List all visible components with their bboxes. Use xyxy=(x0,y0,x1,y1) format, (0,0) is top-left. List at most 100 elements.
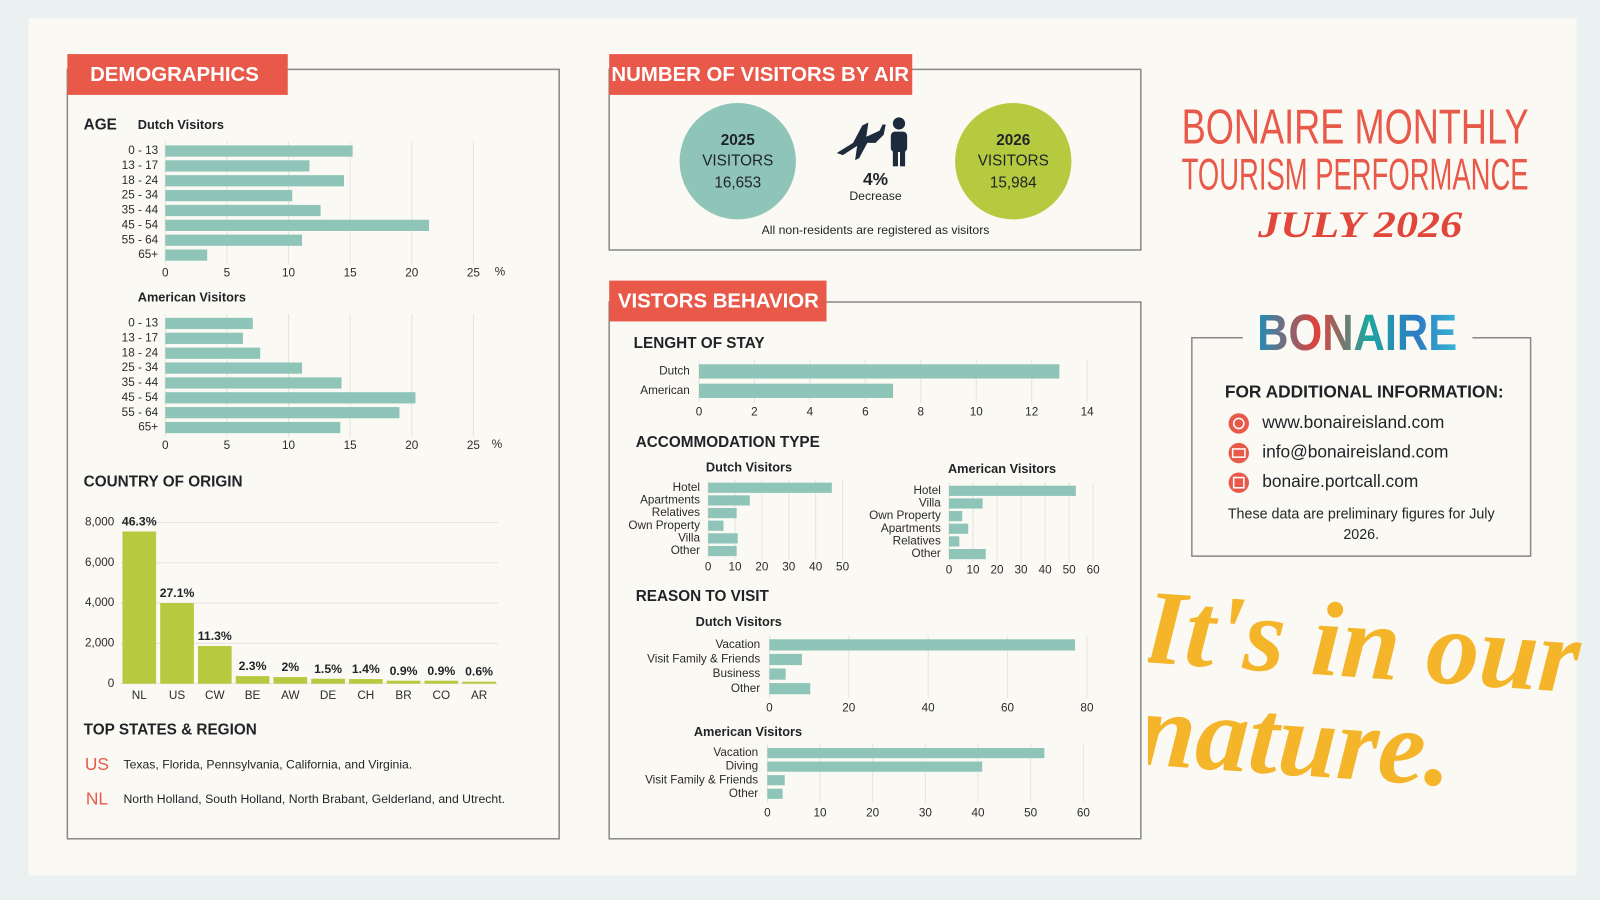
share-label: 2% xyxy=(281,660,299,674)
category-label: Other xyxy=(671,544,700,557)
bar xyxy=(424,680,459,684)
category-label: 0 - 13 xyxy=(128,144,158,157)
port-icon xyxy=(1228,472,1249,493)
slogan: It's in our nature. xyxy=(1147,576,1584,810)
title-line: TOURISM PERFORMANCE xyxy=(1182,148,1529,199)
bar xyxy=(948,536,960,547)
x-tick-label: 80 xyxy=(1080,701,1094,714)
x-tick-label: BR xyxy=(395,689,411,702)
contact-icons xyxy=(1228,413,1249,493)
contact: bonaire.portcall.com xyxy=(1262,471,1418,491)
category-label: 55 - 64 xyxy=(122,233,159,246)
category-label: Vacation xyxy=(713,746,758,759)
y-tick-label: 0 xyxy=(108,677,115,690)
category-label: 13 - 17 xyxy=(122,331,158,344)
bar xyxy=(767,788,783,799)
bar xyxy=(165,407,400,419)
category-label: Other xyxy=(731,682,760,695)
bar xyxy=(311,678,345,684)
x-tick-label: 4 xyxy=(807,405,814,418)
state-code: US xyxy=(85,754,109,774)
category-label: 65+ xyxy=(138,421,158,434)
x-tick-label: 20 xyxy=(755,560,769,573)
bar xyxy=(769,639,1076,651)
category-label: 65+ xyxy=(138,248,158,261)
section-banner xyxy=(609,54,913,95)
x-tick-label: 30 xyxy=(1015,564,1029,577)
x-tick-label: CH xyxy=(357,689,374,702)
x-tick-label: 10 xyxy=(970,405,984,418)
x-tick-label: US xyxy=(169,689,185,702)
bar xyxy=(165,234,303,246)
change-label: Decrease xyxy=(849,189,902,203)
share-label: 11.3% xyxy=(198,629,232,643)
x-tick-label: 20 xyxy=(866,806,880,819)
x-tick-label: 40 xyxy=(1039,564,1053,577)
visitors-2026-circle xyxy=(955,103,1072,220)
chart-subtitle: Dutch Visitors xyxy=(696,614,782,629)
share-label: 46.3% xyxy=(122,515,157,529)
category-label: Diving xyxy=(726,760,759,773)
bar xyxy=(165,332,243,344)
section-banner xyxy=(609,280,827,322)
share-label: 1.4% xyxy=(352,662,380,676)
x-tick-label: 10 xyxy=(966,564,980,577)
demographics-panel xyxy=(66,68,560,840)
category-label: 35 - 44 xyxy=(122,376,159,389)
bar xyxy=(769,683,811,695)
x-tick-label: 0 xyxy=(162,439,169,452)
category-label: Hotel xyxy=(673,481,700,494)
x-tick-label: 10 xyxy=(729,560,743,573)
x-tick-label: 10 xyxy=(813,806,827,819)
x-tick-label: 20 xyxy=(405,439,419,452)
year: 2025 xyxy=(721,132,756,149)
visitors-count: 15,984 xyxy=(990,175,1037,192)
info-note-box: These data are preliminary figures for J… xyxy=(1228,505,1495,542)
category-label: 25 - 34 xyxy=(122,189,159,202)
section-title: NUMBER OF VISITORS BY AIR xyxy=(611,64,909,86)
chart-subtitle: Dutch Visitors xyxy=(138,117,224,132)
bar xyxy=(165,145,353,157)
category-label: Relatives xyxy=(652,506,700,519)
title-line: BONAIRE MONTHLY xyxy=(1182,101,1529,155)
bar xyxy=(165,347,261,359)
section-label: COUNTRY OF ORIGIN xyxy=(84,474,243,491)
bar xyxy=(767,747,1045,759)
category-label: Other xyxy=(729,787,758,800)
category-label: 25 - 34 xyxy=(122,361,159,374)
category-label: Visit Family & Friends xyxy=(647,653,760,666)
section-banner xyxy=(67,54,288,95)
share-label: 0.9% xyxy=(390,664,418,678)
bar xyxy=(708,545,737,557)
category-label: 45 - 54 xyxy=(122,391,159,404)
bar xyxy=(197,645,232,684)
bar xyxy=(165,175,344,187)
x-tick-label: 20 xyxy=(842,701,856,714)
category-label: Own Property xyxy=(628,519,700,532)
bar xyxy=(708,533,738,544)
chart-subtitle: American Visitors xyxy=(138,289,246,304)
year: 2026 xyxy=(996,132,1030,149)
category-label: Business xyxy=(713,667,761,680)
chart-subtitle: Dutch Visitors xyxy=(706,460,792,475)
visitors-label: VISITORS xyxy=(978,152,1049,169)
x-tick-label: 2 xyxy=(751,405,758,418)
category-label: Visit Family & Friends xyxy=(645,773,758,786)
x-tick-label: 40 xyxy=(922,701,936,714)
x-tick-label: 25 xyxy=(467,439,481,452)
x-tick-label: 20 xyxy=(991,564,1005,577)
x-tick-label: 30 xyxy=(782,560,796,573)
slogan-box: It's in our nature. xyxy=(1147,576,1584,810)
bar xyxy=(165,204,321,217)
category-label: American xyxy=(640,384,690,397)
state-code: NL xyxy=(86,789,109,809)
share-label: 1.5% xyxy=(314,662,342,676)
x-tick-label: AR xyxy=(471,689,487,702)
logo-backdrop xyxy=(1242,306,1473,368)
y-tick-label: 2,000 xyxy=(85,636,115,649)
y-tick-label: 8,000 xyxy=(85,516,115,529)
y-tick-label: 4,000 xyxy=(85,596,115,609)
section-label: AGE xyxy=(84,117,117,134)
